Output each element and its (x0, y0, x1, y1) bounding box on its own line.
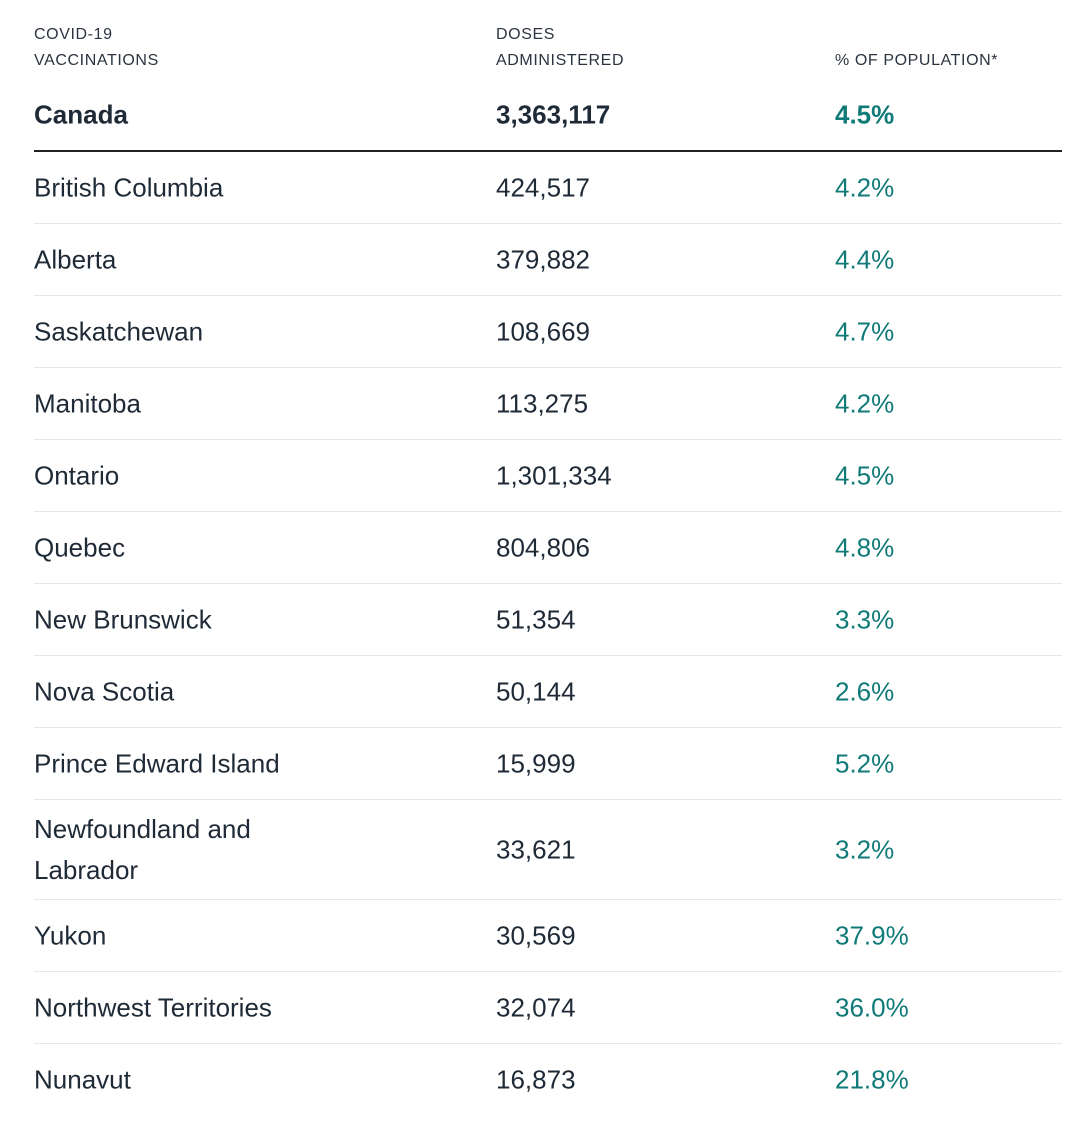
row-percent: 3.2% (835, 834, 895, 864)
row-doses: 113,275 (496, 388, 589, 418)
total-row: Canada 3,363,117 4.5% (34, 80, 1062, 152)
row-doses: 50,144 (496, 676, 576, 706)
row-name: British Columbia (34, 172, 224, 202)
table-row: Nunavut 16,873 21.8% (34, 1044, 1062, 1115)
row-name: Nova Scotia (34, 676, 175, 706)
row-name: Alberta (34, 244, 117, 274)
table-row: Quebec 804,806 4.8% (34, 512, 1062, 584)
row-name: Quebec (34, 532, 126, 562)
table-row: British Columbia 424,517 4.2% (34, 152, 1062, 224)
row-doses: 1,301,334 (496, 460, 612, 490)
table-header: COVID-19 VACCINATIONS DOSES ADMINISTERED… (34, 0, 1062, 80)
row-doses: 15,999 (496, 748, 576, 778)
table-row: Manitoba 113,275 4.2% (34, 368, 1062, 440)
table-row: Ontario 1,301,334 4.5% (34, 440, 1062, 512)
row-name: New Brunswick (34, 604, 212, 634)
row-doses: 804,806 (496, 532, 590, 562)
row-name: Canada (34, 99, 128, 130)
row-percent: 2.6% (835, 676, 895, 706)
table-row: Newfoundland and Labrador 33,621 3.2% (34, 800, 1062, 900)
table-row: Saskatchewan 108,669 4.7% (34, 296, 1062, 368)
vaccination-table: COVID-19 VACCINATIONS DOSES ADMINISTERED… (34, 0, 1062, 1115)
row-doses: 51,354 (496, 604, 576, 634)
row-doses: 16,873 (496, 1064, 576, 1094)
column-header-doses: DOSES ADMINISTERED (496, 26, 625, 69)
row-percent: 4.8% (835, 532, 895, 562)
row-percent: 4.5% (835, 460, 895, 490)
row-percent: 5.2% (835, 748, 895, 778)
row-name: Nunavut (34, 1064, 131, 1094)
row-percent: 4.7% (835, 316, 895, 346)
row-name: Yukon (34, 920, 107, 950)
column-header-vaccinations: COVID-19 VACCINATIONS (34, 26, 159, 69)
row-name: Northwest Territories (34, 992, 272, 1022)
table-row: Alberta 379,882 4.4% (34, 224, 1062, 296)
row-name: Newfoundland and Labrador (34, 813, 251, 885)
row-doses: 32,074 (496, 992, 576, 1022)
row-name: Ontario (34, 460, 120, 490)
row-percent: 4.4% (835, 244, 895, 274)
row-percent: 21.8% (835, 1064, 909, 1094)
row-percent: 4.2% (835, 172, 895, 202)
row-name: Saskatchewan (34, 316, 204, 346)
row-name: Prince Edward Island (34, 748, 280, 778)
table-row: Nova Scotia 50,144 2.6% (34, 656, 1062, 728)
row-doses: 30,569 (496, 920, 576, 950)
row-percent: 4.5% (835, 99, 895, 130)
row-percent: 36.0% (835, 992, 909, 1022)
row-doses: 3,363,117 (496, 99, 611, 130)
row-percent: 37.9% (835, 920, 909, 950)
row-name: Manitoba (34, 388, 141, 418)
table-row: Prince Edward Island 15,999 5.2% (34, 728, 1062, 800)
table-row: Northwest Territories 32,074 36.0% (34, 972, 1062, 1044)
row-percent: 3.3% (835, 604, 895, 634)
table-row: New Brunswick 51,354 3.3% (34, 584, 1062, 656)
table-row: Yukon 30,569 37.9% (34, 900, 1062, 972)
column-header-percent-population: % OF POPULATION* (835, 52, 999, 69)
row-doses: 108,669 (496, 316, 590, 346)
row-doses: 424,517 (496, 172, 590, 202)
row-doses: 33,621 (496, 834, 576, 864)
row-percent: 4.2% (835, 388, 895, 418)
row-doses: 379,882 (496, 244, 590, 274)
